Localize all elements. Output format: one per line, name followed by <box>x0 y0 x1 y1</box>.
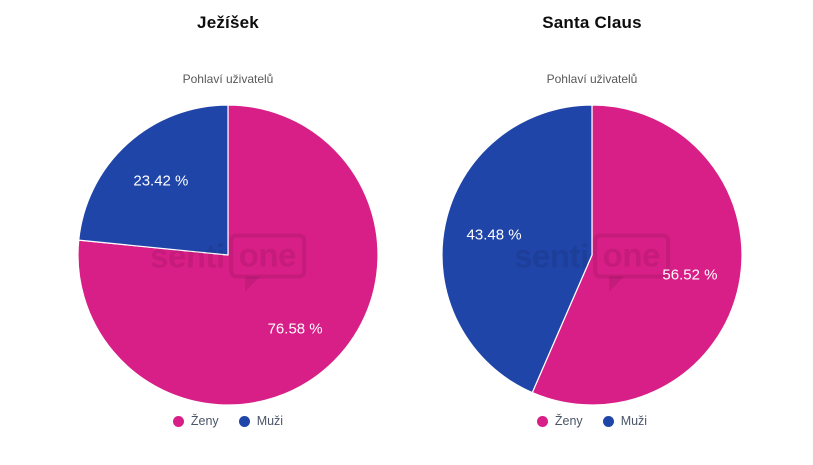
legend-label-muzi: Muži <box>620 414 648 428</box>
legend-dot-muzi-icon <box>602 415 614 427</box>
pie-svg <box>441 104 743 406</box>
legend-label-muzi: Muži <box>256 414 284 428</box>
pie-chart-panel-jezisek: Ježíšek Pohlaví uživatelů senti one 76.5… <box>38 0 418 465</box>
pie-slice-mui <box>78 104 229 256</box>
chart-subtitle: Pohlaví uživatelů <box>182 72 274 86</box>
pie-svg <box>77 104 379 406</box>
legend-dot-zeny-icon <box>536 415 548 427</box>
pie-slice-eny <box>531 104 743 406</box>
legend-label-zeny: Ženy <box>554 414 583 428</box>
legend-label-zeny: Ženy <box>190 414 219 428</box>
legend-dot-zeny-icon <box>172 415 184 427</box>
chart-title: Ježíšek <box>197 13 259 32</box>
legend-dot-muzi-icon <box>238 415 250 427</box>
legend-item-muzi[interactable]: Muži <box>238 414 284 428</box>
legend-item-muzi[interactable]: Muži <box>602 414 648 428</box>
pie-chart: senti one 56.52 %43.48 % <box>441 104 743 406</box>
chart-subtitle: Pohlaví uživatelů <box>546 72 638 86</box>
pie-slice-mui <box>441 104 593 394</box>
chart-legend: Ženy Muži <box>402 414 782 428</box>
legend-item-zeny[interactable]: Ženy <box>172 414 219 428</box>
legend-item-zeny[interactable]: Ženy <box>536 414 583 428</box>
pie-chart: senti one 76.58 %23.42 % <box>77 104 379 406</box>
pie-chart-panel-santa-claus: Santa Claus Pohlaví uživatelů senti one … <box>402 0 782 465</box>
chart-legend: Ženy Muži <box>38 414 418 428</box>
chart-title: Santa Claus <box>542 13 642 32</box>
